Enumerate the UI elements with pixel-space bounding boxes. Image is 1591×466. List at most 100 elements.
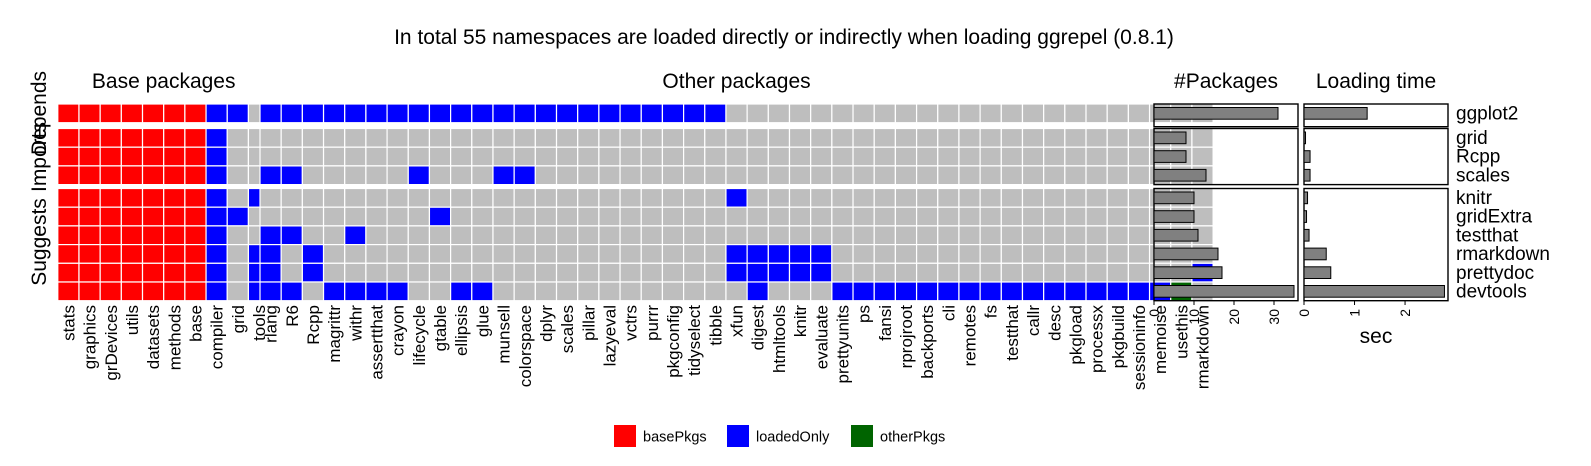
cell-testthat-callr [1021, 225, 1045, 246]
column-label-vctrs: vctrs [622, 305, 641, 341]
cell-grid-callr [1021, 127, 1045, 148]
cell-devtools-lazyeval [598, 281, 621, 302]
cell-rcpp-compiler [205, 146, 228, 167]
cell-rcpp-rcpp [301, 146, 325, 167]
cell-testthat-pillar [577, 225, 600, 246]
panel-title-base-packages: Base packages [92, 70, 236, 93]
column-label-crayon: crayon [389, 305, 408, 356]
bar-loading-time-rmarkdown [1303, 247, 1327, 261]
bar-loading-time-ggplot2 [1303, 107, 1368, 120]
cell-gridextra-backports [915, 206, 939, 227]
tick-label--packages-10: 10 [1186, 309, 1202, 325]
cell-knitr-tidyselect [682, 187, 706, 208]
cell-scales-testthat [1000, 165, 1024, 186]
cell-rmarkdown-evaluate [810, 244, 833, 264]
row-label-scales: scales [1456, 165, 1510, 186]
column-label-r6: R6 [283, 305, 302, 327]
bar--packages-prettydoc [1153, 266, 1223, 279]
cell-ggplot2-fansi [873, 103, 896, 124]
cell-gridextra-processx [1085, 206, 1108, 227]
cell-gridextra-stats [57, 206, 80, 227]
cell-ggplot2-callr [1021, 103, 1045, 124]
cell-prettydoc-lifecycle [407, 262, 431, 283]
cell-rcpp-vctrs [619, 146, 642, 167]
cell-scales-pkgbuild [1106, 165, 1129, 186]
cell-ggplot2-graphics [78, 103, 101, 124]
cell-testthat-base [184, 225, 207, 246]
cell-gridextra-utils [120, 206, 144, 227]
cell-knitr-grid [226, 187, 250, 208]
cell-scales-ellipsis [450, 165, 473, 186]
cell-rmarkdown-lifecycle [407, 244, 431, 264]
cell-devtools-sessioninfo [1127, 281, 1151, 302]
cell-ggplot2-knitr [788, 103, 812, 124]
bar--packages-grid [1153, 131, 1187, 145]
cell-testthat-glue [471, 225, 494, 246]
column-label-memoise: memoise [1151, 305, 1170, 374]
cell-devtools-base [184, 281, 207, 302]
cell-knitr-r6 [280, 187, 303, 208]
cell-devtools-pkgconfig [661, 281, 685, 302]
cell-devtools-pkgbuild [1106, 281, 1129, 302]
bar--packages-gridextra [1153, 210, 1195, 223]
cell-knitr-backports [915, 187, 939, 208]
row-label-testthat: testthat [1456, 225, 1519, 246]
cell-knitr-rcpp [301, 187, 325, 208]
legend-swatch-loadedonly [727, 425, 749, 447]
cell-gridextra-sessioninfo [1127, 206, 1151, 227]
tick-label-loading-time-2: 2 [1397, 309, 1413, 317]
cell-ggplot2-backports [915, 103, 939, 124]
column-label-withr: withr [346, 305, 365, 342]
cell-ggplot2-lifecycle [407, 103, 431, 124]
cell-grid-base [184, 127, 207, 148]
cell-knitr-fs [979, 187, 1002, 208]
cell-scales-base [184, 165, 207, 186]
column-label-xfun: xfun [728, 305, 747, 337]
cell-testthat-withr [344, 225, 367, 246]
bar--packages-devtools [1153, 285, 1295, 298]
column-label-remotes: remotes [961, 305, 980, 366]
cell-grid-ps [852, 127, 875, 148]
tick-label--packages-20: 20 [1226, 309, 1242, 325]
cell-ggplot2-purrr [640, 103, 664, 124]
cell-rcpp-prettyunits [831, 146, 854, 167]
cell-scales-prettyunits [831, 165, 854, 186]
column-label-lifecycle: lifecycle [410, 305, 429, 365]
cell-ggplot2-pillar [577, 103, 600, 124]
cell-grid-datasets [141, 127, 165, 148]
column-label-base: base [186, 305, 205, 342]
cell-knitr-cli [937, 187, 960, 208]
cell-devtools-utils [120, 281, 144, 302]
tick-label--packages-30: 30 [1266, 309, 1282, 325]
cell-rmarkdown-grid [226, 244, 250, 264]
cell-devtools-methods [163, 281, 186, 302]
cell-gridextra-grdevices [99, 206, 122, 227]
cell-ggplot2-magrittr [322, 103, 346, 124]
cell-ggplot2-xfun [725, 103, 748, 124]
cell-scales-dplyr [534, 165, 558, 186]
cell-devtools-assertthat [365, 281, 388, 302]
cell-rcpp-digest [746, 146, 769, 167]
cell-knitr-gtable [428, 187, 452, 208]
cell-ggplot2-grid [226, 103, 250, 124]
cell-rcpp-fs [979, 146, 1002, 167]
cell-knitr-crayon [386, 187, 409, 208]
cell-prettydoc-sessioninfo [1127, 262, 1151, 283]
bar-loading-time-rcpp [1303, 150, 1311, 163]
cell-rcpp-assertthat [365, 146, 388, 167]
cell-ggplot2-prettyunits [831, 103, 854, 124]
cell-knitr-grdevices [99, 187, 122, 208]
cell-grid-grid [226, 127, 250, 148]
cell-devtools-testthat [1000, 281, 1024, 302]
column-label-rprojroot: rprojroot [897, 305, 916, 369]
cell-testthat-munsell [492, 225, 515, 246]
cell-testthat-pkgconfig [661, 225, 685, 246]
cell-devtools-pkgload [1064, 281, 1087, 302]
cell-gridextra-grid [226, 206, 250, 227]
cell-knitr-glue [471, 187, 494, 208]
cell-gridextra-rmarkdown [1191, 206, 1214, 227]
cell-gridextra-desc [1043, 206, 1066, 227]
cell-knitr-pkgbuild [1106, 187, 1129, 208]
cell-scales-evaluate [810, 165, 833, 186]
cell-rmarkdown-r6 [280, 244, 303, 264]
